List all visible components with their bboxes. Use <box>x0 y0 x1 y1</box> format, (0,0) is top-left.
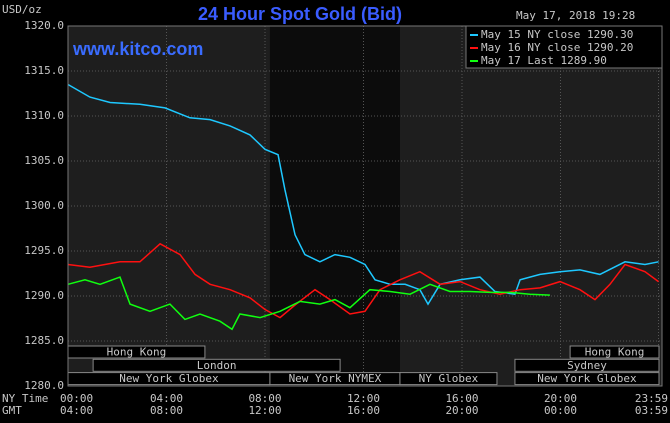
session-label: New York Globex <box>119 372 219 385</box>
x-tick-label-gmt: 16:00 <box>347 404 380 417</box>
y-tick-label: 1285.0 <box>24 334 64 347</box>
session-bar <box>399 372 498 386</box>
session-label: NY Globex <box>419 372 479 385</box>
y-axis-label: USD/oz <box>2 3 42 16</box>
watermark: www.kitco.com <box>72 39 203 59</box>
x-tick-label-gmt: 00:00 <box>544 404 577 417</box>
session-label: New York NYMEX <box>289 372 382 385</box>
x-tick-label-gmt: 03:59 <box>635 404 668 417</box>
y-tick-label: 1280.0 <box>24 379 64 392</box>
x-tick-label-gmt: 20:00 <box>445 404 478 417</box>
legend-label: May 17 Last 1289.90 <box>481 54 607 67</box>
x-axis-label-gmt: GMT <box>2 404 22 417</box>
x-tick-label: 20:00 <box>544 392 577 405</box>
y-tick-label: 1290.0 <box>24 289 64 302</box>
session-label: Hong Kong <box>107 346 167 359</box>
series-line <box>67 242 659 319</box>
chart-title: 24 Hour Spot Gold (Bid) <box>198 4 402 24</box>
x-tick-label: 12:00 <box>347 392 380 405</box>
x-tick-label-gmt: 08:00 <box>150 404 183 417</box>
session-label: Hong Kong <box>585 346 645 359</box>
y-tick-label: 1320.0 <box>24 19 64 32</box>
session-label: London <box>197 359 237 372</box>
x-tick-label: 16:00 <box>445 392 478 405</box>
y-tick-label: 1305.0 <box>24 154 64 167</box>
series-line <box>67 83 659 306</box>
x-tick-label: 04:00 <box>150 392 183 405</box>
x-tick-label-gmt: 04:00 <box>60 404 93 417</box>
timestamp: May 17, 2018 19:28 <box>516 9 635 22</box>
session-bar <box>514 358 660 372</box>
plot-frame <box>67 25 663 387</box>
session-label: New York Globex <box>537 372 637 385</box>
session-bar <box>569 345 660 359</box>
legend-label: May 15 NY close 1290.30 <box>481 28 633 41</box>
x-tick-label: 23:59 <box>635 392 668 405</box>
x-tick-label: 00:00 <box>60 392 93 405</box>
nymex-shade <box>269 26 400 386</box>
session-bar <box>514 372 660 386</box>
x-tick-label: 08:00 <box>248 392 281 405</box>
x-tick-label-gmt: 12:00 <box>248 404 281 417</box>
y-tick-label: 1295.0 <box>24 244 64 257</box>
y-tick-label: 1310.0 <box>24 109 64 122</box>
series-line <box>67 276 550 331</box>
session-label: Sydney <box>567 359 607 372</box>
legend-box <box>465 25 663 69</box>
y-tick-label: 1315.0 <box>24 64 64 77</box>
legend-label: May 16 NY close 1290.20 <box>481 41 633 54</box>
x-axis-label: NY Time <box>2 392 48 405</box>
y-tick-label: 1300.0 <box>24 199 64 212</box>
session-bar <box>92 358 341 372</box>
